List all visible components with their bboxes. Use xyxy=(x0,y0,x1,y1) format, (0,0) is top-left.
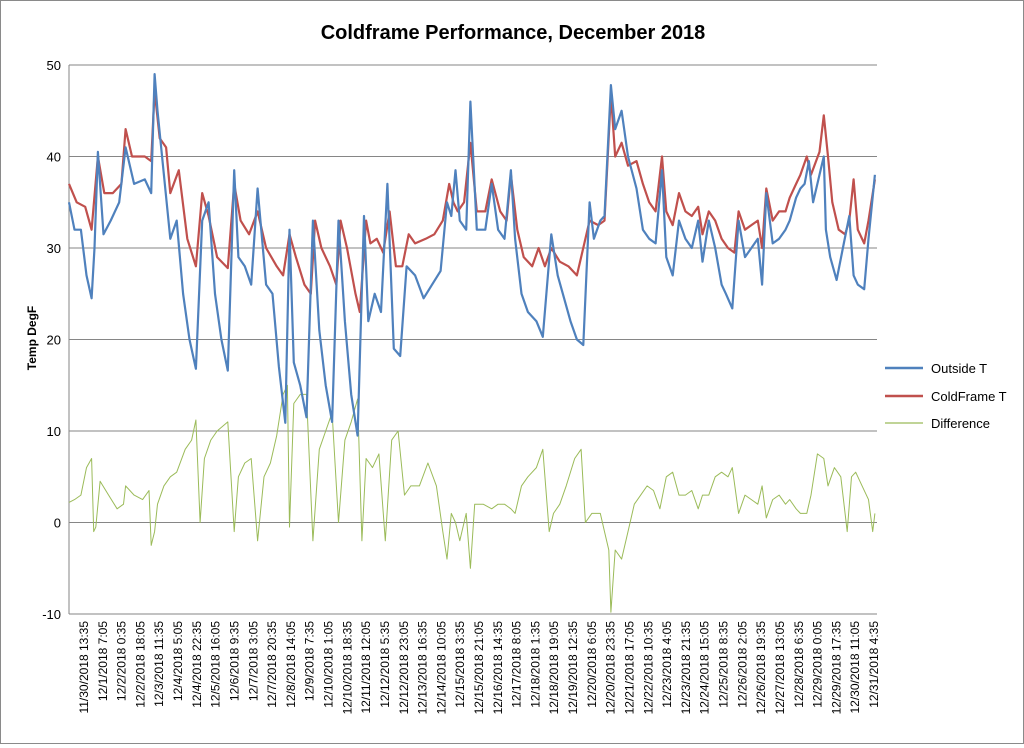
x-tick-label: 12/22/2018 10:35 xyxy=(641,621,655,715)
x-tick-label: 12/29/2018 0:05 xyxy=(811,621,825,708)
x-tick-label: 12/24/2018 15:05 xyxy=(698,621,712,715)
x-tick-label: 12/3/2018 11:35 xyxy=(152,621,166,707)
y-tick-label: -10 xyxy=(42,607,61,622)
x-tick-label: 12/9/2018 7:35 xyxy=(303,621,317,701)
legend-item: ColdFrame T xyxy=(885,389,1007,404)
y-tick-label: 0 xyxy=(54,516,61,531)
y-tick-label: 40 xyxy=(47,150,61,165)
legend-item: Difference xyxy=(885,416,990,431)
x-tick-label: 12/18/2018 19:05 xyxy=(547,621,561,715)
x-tick-label: 12/27/2018 13:05 xyxy=(773,621,787,715)
x-tick-label: 12/23/2018 21:35 xyxy=(679,621,693,715)
y-axis-ticks: -10 0 10 20 30 40 50 xyxy=(42,58,61,622)
x-tick-label: 12/14/2018 10:05 xyxy=(434,621,448,715)
x-tick-label: 12/19/2018 12:35 xyxy=(566,621,580,715)
y-axis-label: Temp DegF xyxy=(25,306,39,370)
plot-area xyxy=(67,73,876,613)
x-tick-label: 12/26/2018 19:35 xyxy=(754,621,768,715)
x-tick-label: 12/16/2018 14:35 xyxy=(491,621,505,715)
x-tick-label: 11/30/2018 13:35 xyxy=(77,621,91,714)
x-tick-label: 12/7/2018 3:05 xyxy=(246,621,260,701)
x-tick-label: 12/17/2018 8:05 xyxy=(510,621,524,708)
x-tick-label: 12/2/2018 0:35 xyxy=(115,621,129,701)
x-tick-label: 12/10/2018 1:05 xyxy=(322,621,336,708)
x-tick-label: 12/6/2018 9:35 xyxy=(227,621,241,701)
x-tick-label: 12/20/2018 23:35 xyxy=(604,621,618,715)
x-axis-ticks: 11/30/2018 13:35 12/1/2018 7:05 12/2/2018 … xyxy=(77,621,881,715)
x-tick-label: 12/31/2018 4:35 xyxy=(867,621,881,708)
chart-title: Coldframe Performance, December 2018 xyxy=(321,22,706,44)
x-tick-label: 12/12/2018 23:05 xyxy=(397,621,411,715)
x-tick-label: 12/1/2018 7:05 xyxy=(96,621,110,701)
x-tick-label: 12/7/2018 20:35 xyxy=(265,621,279,708)
x-tick-label: 12/23/2018 4:05 xyxy=(660,621,674,708)
y-tick-label: 30 xyxy=(47,241,61,256)
x-tick-label: 12/4/2018 5:05 xyxy=(171,621,185,701)
legend-label: Difference xyxy=(931,416,990,431)
x-tick-label: 12/10/2018 18:35 xyxy=(340,621,354,715)
x-tick-label: 12/15/2018 3:35 xyxy=(453,621,467,708)
x-tick-label: 12/13/2018 16:35 xyxy=(416,621,430,715)
x-tick-label: 12/4/2018 22:35 xyxy=(190,621,204,708)
y-tick-label: 10 xyxy=(47,424,61,439)
legend: Outside T ColdFrame T Difference xyxy=(885,361,1007,431)
x-tick-label: 12/8/2018 14:05 xyxy=(284,621,298,708)
x-tick-label: 12/11/2018 12:05 xyxy=(359,621,373,714)
x-tick-label: 12/29/2018 17:35 xyxy=(829,621,843,715)
x-tick-label: 12/2/2018 18:05 xyxy=(133,621,147,708)
x-tick-label: 12/12/2018 5:35 xyxy=(378,621,392,708)
series-line-difference xyxy=(68,384,876,613)
x-tick-label: 12/26/2018 2:05 xyxy=(735,621,749,708)
series-line-coldframe-t xyxy=(67,89,876,314)
y-tick-label: 50 xyxy=(47,58,61,73)
y-tick-label: 20 xyxy=(47,333,61,348)
x-tick-label: 12/21/2018 17:05 xyxy=(622,621,636,715)
legend-label: ColdFrame T xyxy=(931,389,1007,404)
legend-label: Outside T xyxy=(931,361,987,376)
x-tick-label: 12/5/2018 16:05 xyxy=(209,621,223,708)
x-tick-label: 12/28/2018 6:35 xyxy=(792,621,806,708)
series-line-outside-t xyxy=(67,73,876,437)
x-tick-label: 12/20/2018 6:05 xyxy=(585,621,599,708)
x-tick-label: 12/18/2018 1:35 xyxy=(528,621,542,708)
legend-item: Outside T xyxy=(885,361,987,376)
x-tick-label: 12/15/2018 21:05 xyxy=(472,621,486,715)
x-tick-label: 12/25/2018 8:35 xyxy=(717,621,731,708)
x-tick-label: 12/30/2018 11:05 xyxy=(848,621,862,714)
